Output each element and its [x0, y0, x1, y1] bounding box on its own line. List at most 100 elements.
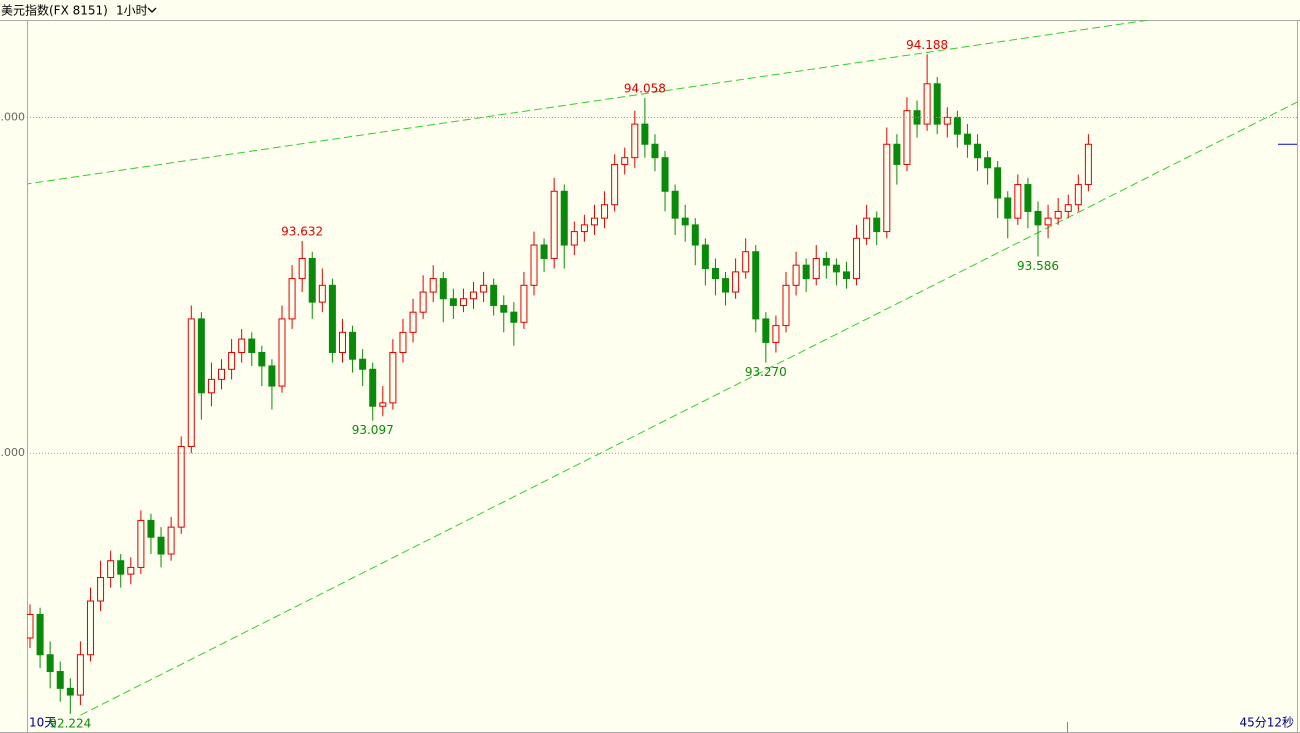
candle [1064, 194, 1072, 219]
candle-body [903, 110, 911, 165]
candle-body [742, 251, 750, 273]
candle-body [207, 378, 215, 394]
candle [379, 386, 387, 417]
candle-body [258, 351, 266, 367]
candle [1024, 177, 1032, 229]
candle-body [480, 284, 488, 293]
candle-body [328, 284, 336, 353]
candle [742, 238, 750, 279]
candle [248, 332, 256, 366]
candle-body [429, 278, 437, 293]
candle-body [349, 331, 357, 360]
candle [822, 251, 830, 279]
candle-body [984, 157, 992, 169]
candle-body [439, 278, 447, 300]
candle [389, 339, 397, 410]
candle [470, 281, 478, 309]
candle [812, 245, 820, 286]
candle [439, 271, 447, 323]
candle [772, 315, 780, 353]
candle-body [1084, 143, 1092, 186]
candle-body [288, 278, 296, 320]
candle [590, 204, 598, 235]
candle-body [893, 143, 901, 165]
candle-body [167, 526, 175, 555]
candle [429, 265, 437, 303]
candle-body [218, 368, 226, 380]
candle-body [117, 560, 125, 575]
candle [268, 359, 276, 410]
candle-body [953, 116, 961, 135]
candle-body [470, 291, 478, 300]
candle-body [46, 654, 54, 673]
candle-body [711, 268, 719, 280]
candle-body [389, 351, 397, 404]
candle-body [56, 671, 64, 689]
candle [601, 191, 609, 229]
candle-body [681, 217, 689, 226]
candle [1054, 198, 1062, 225]
candle-body [338, 331, 346, 353]
candle [117, 554, 125, 588]
y-tick-label: 93.000 [0, 446, 25, 459]
candle [994, 161, 1002, 219]
candle [782, 271, 790, 333]
candle [480, 271, 488, 303]
candle-body [732, 271, 740, 293]
candle [984, 150, 992, 185]
candle [802, 258, 810, 293]
candle [651, 134, 659, 172]
candle [328, 278, 336, 363]
candle-body [510, 311, 518, 323]
plot-area [27, 20, 1297, 716]
candle [873, 211, 881, 246]
price-annotation: 94.188 [906, 38, 948, 52]
candle [419, 275, 427, 319]
candle [520, 271, 528, 329]
candle-body [863, 217, 871, 239]
candle-body [590, 217, 598, 226]
candle [550, 177, 558, 269]
candle [147, 513, 155, 554]
candle-body [86, 600, 94, 656]
candle [207, 362, 215, 407]
candle-body [822, 257, 830, 266]
candle [459, 288, 467, 313]
candle [187, 305, 195, 454]
candle [570, 221, 578, 256]
candle-body [27, 613, 34, 639]
candle [711, 258, 719, 296]
candle [97, 560, 105, 612]
period-selector[interactable]: 1小时 [116, 4, 148, 18]
candle [722, 271, 730, 306]
candle-body [76, 654, 84, 696]
candle [218, 359, 226, 390]
candle [36, 607, 44, 669]
candle-body [187, 318, 195, 448]
candle [1014, 174, 1022, 225]
candle-body [107, 560, 115, 579]
candle [691, 218, 699, 266]
candle-body [762, 318, 770, 343]
candle [681, 204, 689, 242]
dropdown-icon[interactable] [147, 7, 157, 13]
candle-body [842, 271, 850, 280]
price-annotation: 92.224 [49, 716, 91, 730]
candle-body [883, 143, 891, 233]
candle [238, 328, 246, 363]
candle-body [570, 231, 578, 246]
candle-body [1034, 210, 1042, 226]
candle-body [1064, 204, 1072, 212]
candle-body [419, 291, 427, 313]
candle-body [933, 83, 941, 125]
candle-body [298, 257, 306, 280]
y-tick-label: 94.000 [0, 110, 25, 123]
candle [409, 298, 417, 343]
candle [76, 641, 84, 706]
candle [197, 312, 205, 420]
candle-body [248, 338, 256, 353]
candle [701, 238, 709, 286]
candle-body [621, 157, 629, 165]
candle-body [1024, 184, 1032, 212]
